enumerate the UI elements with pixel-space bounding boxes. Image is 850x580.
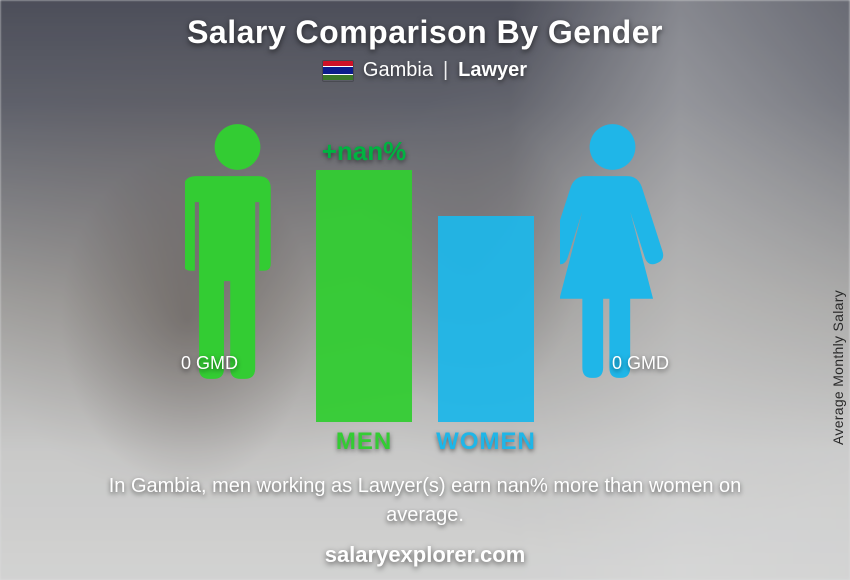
male-bar: +nan% MEN [316,170,412,422]
content-container: Salary Comparison By Gender Gambia | Law… [0,0,850,580]
page-title: Salary Comparison By Gender [187,14,663,51]
subtitle-row: Gambia | Lawyer [323,59,527,82]
chart-area: 0 GMD +nan% MEN WOMEN 0 GMD [145,112,705,422]
y-axis-label: Average Monthly Salary [830,290,846,445]
male-bar-rect [316,170,412,422]
male-bar-label: MEN [336,428,392,456]
country-name: Gambia [363,59,433,82]
caption-text: In Gambia, men working as Lawyer(s) earn… [75,472,775,530]
female-figure: 0 GMD [560,122,665,382]
male-value: 0 GMD [181,353,238,374]
male-icon [185,122,290,382]
footer-source: salaryexplorer.com [0,542,850,568]
separator: | [443,59,448,82]
female-bar-rect [438,216,534,422]
female-bar: WOMEN [438,216,534,422]
difference-label: +nan% [322,136,407,167]
female-bar-label: WOMEN [436,428,536,456]
male-figure: 0 GMD [185,122,290,382]
female-value: 0 GMD [612,353,669,374]
female-icon [560,122,665,382]
country-flag-icon [323,61,353,81]
job-title: Lawyer [458,59,527,82]
